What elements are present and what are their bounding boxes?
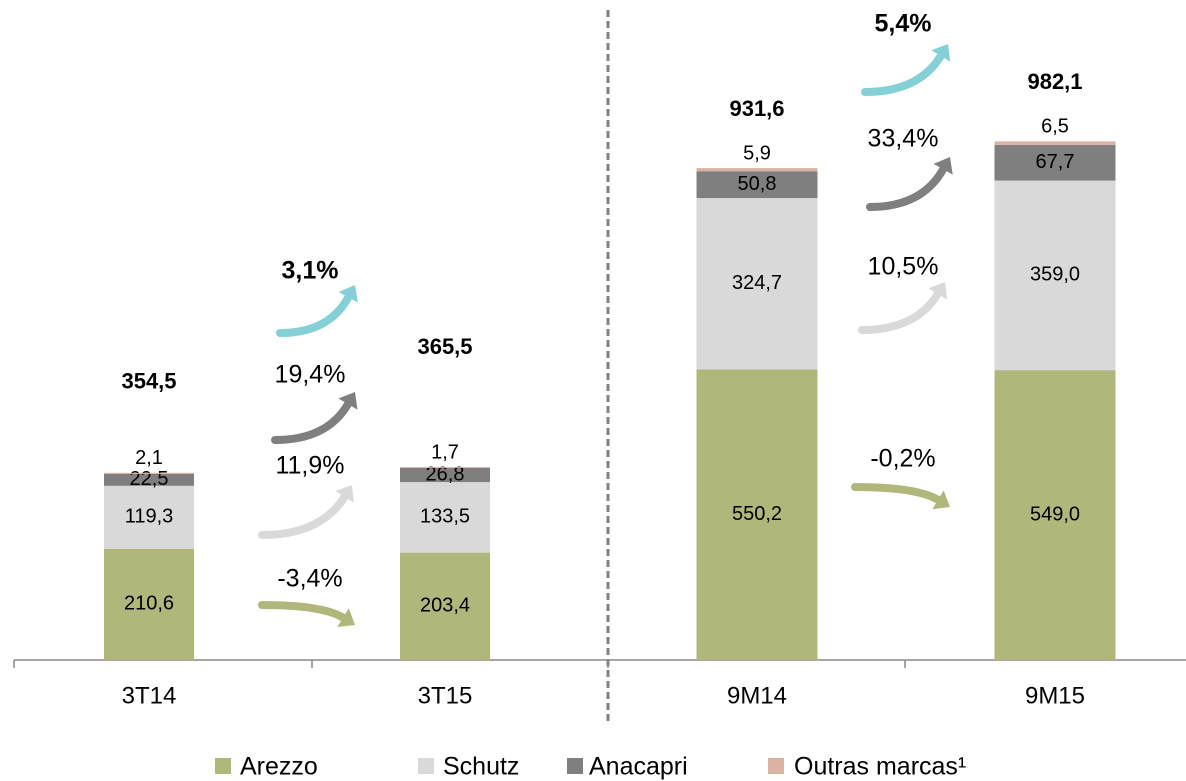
total-label: 931,6	[729, 96, 784, 121]
value-label: 50,8	[738, 173, 777, 195]
bar-segment	[696, 369, 818, 660]
bar-segment	[696, 168, 818, 172]
bar-segment	[104, 473, 194, 486]
legend-label: Arezzo	[240, 753, 318, 781]
bar-segment	[400, 467, 490, 483]
value-label: 119,3	[125, 506, 174, 528]
growth-label: -0,2%	[870, 445, 935, 473]
growth-arrow	[861, 51, 945, 96]
growth-arrowhead	[928, 282, 948, 300]
value-label: 210,6	[124, 593, 174, 615]
legend-label: Schutz	[443, 753, 519, 781]
total-label: 982,1	[1027, 69, 1082, 94]
bar-segment	[696, 171, 818, 199]
bar-segment	[400, 467, 490, 468]
legend-swatch	[567, 758, 583, 774]
bar-segment	[104, 472, 194, 474]
growth-arrow	[851, 483, 943, 504]
growth-arrow	[271, 400, 352, 444]
value-label: 359,0	[1030, 264, 1080, 286]
axis-ticks	[13, 660, 906, 668]
value-label: 203,4	[420, 595, 470, 617]
x-tick-label: 3T15	[418, 682, 473, 709]
legend-label: Anacapri	[589, 753, 688, 781]
growth-label: 3,1%	[282, 257, 339, 285]
bar-segment	[104, 548, 194, 660]
growth-arrowhead	[338, 285, 358, 303]
growth-label: 11,9%	[275, 452, 344, 480]
growth-arrow	[276, 293, 353, 337]
growth-label: 5,4%	[875, 10, 932, 38]
value-label: 324,7	[732, 272, 782, 294]
legend-label: Outras marcas¹	[794, 753, 966, 781]
growth-label: 10,5%	[868, 253, 939, 281]
growth-label: -3,4%	[277, 565, 342, 593]
growth-arrowhead	[335, 485, 354, 503]
growth-label: 19,4%	[275, 361, 346, 389]
growth-arrowhead	[338, 392, 358, 410]
value-label: 6,5	[1041, 116, 1069, 138]
bar-segment	[696, 198, 818, 370]
value-label: 133,5	[420, 506, 470, 528]
bar-segment	[400, 482, 490, 553]
bar-segment	[994, 370, 1116, 660]
x-tick-label: 9M14	[727, 682, 787, 709]
bar-segment	[104, 485, 194, 549]
bar-segment	[994, 144, 1116, 181]
value-label: 5,9	[743, 142, 771, 164]
value-label: 67,7	[1036, 151, 1075, 173]
value-label: 1,7	[431, 441, 459, 463]
growth-arrow	[258, 492, 349, 539]
bar-segment	[994, 180, 1116, 371]
total-label: 365,5	[417, 334, 472, 359]
value-label: 26,8	[426, 463, 465, 485]
growth-label: 33,4%	[868, 125, 939, 153]
growth-arrowhead	[933, 157, 953, 175]
x-tick-label: 3T14	[122, 682, 177, 709]
value-label: 22,5	[130, 468, 169, 490]
growth-arrow	[258, 601, 348, 622]
growth-arrow	[866, 165, 948, 211]
value-label: 2,1	[135, 447, 163, 469]
growth-arrowhead	[337, 608, 355, 628]
legend-swatch	[768, 758, 784, 774]
growth-arrow	[858, 289, 942, 334]
growth-arrowhead	[932, 490, 950, 510]
x-tick-label: 9M15	[1025, 682, 1085, 709]
growth-arrowhead	[931, 44, 951, 62]
legend-swatch	[418, 758, 434, 774]
value-label: 549,0	[1030, 503, 1080, 525]
total-label: 354,5	[121, 369, 176, 394]
bar-segment	[994, 141, 1116, 145]
value-label: 550,2	[732, 503, 782, 525]
legend-swatch	[215, 758, 231, 774]
bar-segment	[400, 552, 490, 660]
